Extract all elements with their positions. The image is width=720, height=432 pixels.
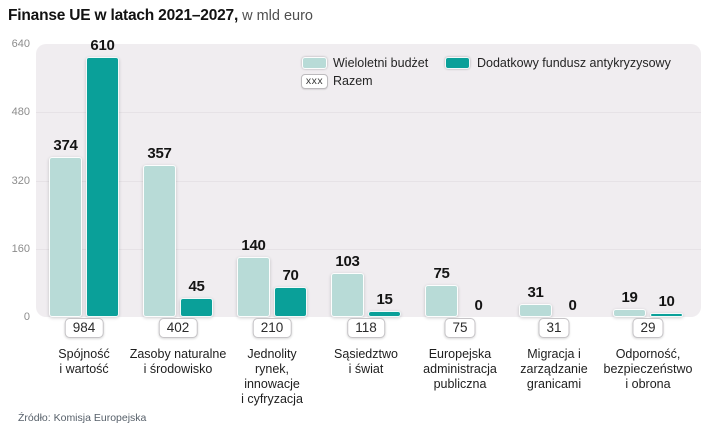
- bar-budget: [237, 257, 270, 317]
- bar-budget: [143, 165, 176, 317]
- legend-swatch-multiannual-budget: [302, 57, 327, 69]
- bar-value-label: 70: [282, 267, 299, 284]
- total-badge: 402: [158, 318, 198, 338]
- total-badge: 75: [444, 318, 476, 338]
- y-tick-label: 0: [23, 311, 30, 323]
- bar-value-label: 0: [474, 297, 483, 314]
- total-badge: 31: [538, 318, 570, 338]
- bar-budget: [49, 157, 82, 317]
- bar-budget: [331, 273, 364, 317]
- gridline: [36, 248, 701, 250]
- legend-swatch-crisis-fund: [445, 57, 470, 69]
- category-label: Migracja i zarządzanie granicami: [520, 347, 588, 391]
- bar-crisis-fund: [180, 298, 213, 317]
- gridline: [36, 112, 701, 114]
- total-badge: 118: [347, 318, 385, 338]
- category-label: Europejska administracja publiczna: [423, 347, 497, 391]
- bar-crisis-fund: [274, 287, 307, 317]
- bar-value-label: 75: [433, 265, 450, 282]
- bar-value-label: 140: [241, 237, 266, 254]
- total-badge: 210: [252, 318, 292, 338]
- category-label: Zasoby naturalne i środowisko: [129, 347, 227, 376]
- y-tick-label: 320: [11, 174, 30, 187]
- bar-value-label: 374: [53, 137, 78, 154]
- bar-value-label: 19: [621, 289, 638, 306]
- bar-value-label: 0: [568, 297, 577, 314]
- legend-label-multiannual-budget: Wieloletni budżet: [333, 56, 429, 70]
- bar-value-label: 610: [90, 37, 115, 54]
- chart-subtitle: w mld euro: [242, 8, 313, 24]
- bar-crisis-fund: [86, 57, 119, 317]
- legend-total-badge-icon: xxx: [301, 74, 328, 89]
- bar-crisis-fund: [650, 313, 683, 317]
- bar-value-label: 15: [376, 291, 393, 308]
- bar-budget: [425, 285, 458, 317]
- category-label: Jednolity rynek, innowacje i cyfryzacja: [241, 347, 303, 406]
- bar-value-label: 357: [147, 145, 172, 162]
- bar-crisis-fund: [368, 311, 401, 317]
- bar-value-label: 103: [335, 253, 360, 270]
- bar-value-label: 31: [527, 284, 544, 301]
- y-tick-label: 160: [11, 242, 30, 255]
- source-note: Źródło: Komisja Europejska: [18, 412, 147, 424]
- bar-value-label: 10: [658, 293, 675, 310]
- bar-budget: [613, 309, 646, 317]
- chart-title-bold: Finanse UE w latach 2021–2027,: [8, 7, 239, 24]
- y-tick-label: 480: [11, 106, 30, 119]
- y-tick-label: 640: [11, 38, 30, 50]
- chart-title: Finanse UE w latach 2021–2027, w mld euro: [8, 7, 313, 25]
- legend-label-crisis-fund: Dodatkowy fundusz antykryzysowy: [477, 56, 671, 70]
- gridline: [36, 180, 701, 182]
- total-badge: 29: [632, 318, 664, 338]
- category-label: Sąsiedztwo i świat: [334, 347, 398, 376]
- total-badge: 984: [64, 318, 104, 338]
- category-label: Spójność i wartość: [58, 347, 110, 376]
- category-label: Odporność, bezpieczeństwo i obrona: [603, 347, 693, 391]
- bar-budget: [519, 304, 552, 317]
- legend-label-total: Razem: [333, 74, 373, 88]
- bar-value-label: 45: [188, 278, 205, 295]
